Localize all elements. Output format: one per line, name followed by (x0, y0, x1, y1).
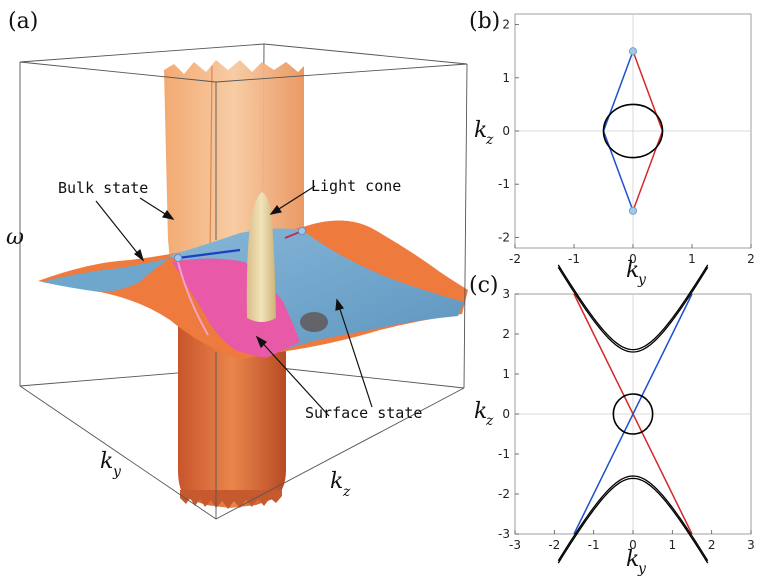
axis-label-kz-sub: z (342, 484, 351, 500)
panel-b-label: (b) (469, 9, 500, 34)
panel-c-xlabel: k (626, 547, 639, 572)
panel-a-label: (a) (8, 9, 38, 34)
annotation-arrows (95, 185, 373, 417)
b-circle-series (602, 103, 664, 159)
panel-b-ylabel: k (474, 118, 487, 143)
b-x-tick-label: 1 (688, 252, 696, 266)
panel-c-ylabel-sub: z (485, 413, 494, 429)
b-y-tick-label: -2 (498, 230, 510, 244)
c-y-tick-label: -1 (498, 447, 510, 461)
c-hyperbola-upper-outer (557, 264, 709, 351)
surface-state-blue (168, 228, 464, 352)
panel-c: (c) -3 -2 -1 0 1 2 3 3 2 1 0 -1 -2 -3 k y k z (469, 264, 755, 577)
panel-b-x-ticks: -2 -1 0 1 2 (509, 244, 755, 266)
c-y-tick-label: 3 (502, 287, 510, 301)
b-y-tick-label: 1 (502, 71, 510, 85)
b-x-tick-label: -2 (509, 252, 521, 266)
c-blue-series-line (573, 293, 693, 535)
panel-b-y-ticks: 2 1 0 -1 -2 (498, 18, 519, 244)
tube-edge-line (209, 65, 213, 259)
axis-label-omega: ω (6, 225, 24, 250)
annotation-surface-state: Surface state (305, 404, 422, 422)
b-x-tick-label: -1 (568, 252, 580, 266)
axis-label-ky-sub: y (112, 464, 122, 480)
b-y-tick-label: 0 (502, 124, 510, 138)
c-y-tick-label: 2 (502, 327, 510, 341)
b-y-tick-label: 2 (502, 18, 510, 32)
panel-b-xlabel: k (626, 258, 639, 283)
pink-highlight (177, 261, 209, 336)
b-x-tick-label: 2 (747, 252, 755, 266)
panel-c-x-ticks: -3 -2 -1 0 1 2 3 (509, 530, 755, 552)
panel-b-xlabel-sub: y (637, 272, 647, 288)
c-y-tick-label: -2 (498, 487, 510, 501)
bulk-lower-fringe (180, 490, 282, 509)
panel-b: (b) -2 -1 0 1 2 2 1 0 -1 -2 k y k z (469, 9, 755, 288)
nodal-line-blue (177, 248, 241, 260)
panel-b-ylabel-sub: z (485, 132, 494, 148)
light-cone (246, 192, 276, 322)
panel-b-plot-area (515, 14, 751, 248)
panel-c-ylabel: k (474, 399, 487, 424)
panel-c-xlabel-sub: y (637, 561, 647, 577)
surface-state-blue-left (42, 258, 170, 292)
b-x-tick-label: 0 (629, 252, 637, 266)
panel-c-y-ticks: 3 2 1 0 -1 -2 -3 (498, 287, 519, 541)
box-frame-front (19, 61, 468, 520)
c-x-tick-label: 1 (669, 538, 677, 552)
c-hyperbola-lower (557, 475, 709, 562)
c-y-tick-label: -3 (498, 527, 510, 541)
axis-label-kz: k (330, 469, 343, 494)
c-y-tick-label: 0 (502, 407, 510, 421)
c-x-tick-label: 2 (708, 538, 716, 552)
node-point-right (297, 226, 306, 235)
surface-state-pink (172, 258, 300, 358)
panel-c-label: (c) (469, 273, 499, 298)
panel-c-plot-area (515, 264, 751, 564)
b-node-point (629, 206, 638, 215)
c-x-tick-label: 3 (747, 538, 755, 552)
c-hyperbola-lower-outer (557, 477, 709, 564)
annotation-light-cone: Light cone (311, 177, 401, 195)
annotation-bulk-state: Bulk state (58, 179, 148, 197)
c-x-tick-label: -1 (588, 538, 600, 552)
b-node-point (629, 47, 638, 56)
c-x-tick-label: -3 (509, 538, 521, 552)
axis-label-ky: k (100, 449, 113, 474)
c-circle-series (612, 393, 654, 435)
c-y-tick-label: 1 (502, 367, 510, 381)
b-y-tick-label: -1 (498, 177, 510, 191)
c-x-tick-label: 0 (629, 538, 637, 552)
c-hyperbola-upper (557, 266, 709, 353)
surface-dip (300, 312, 328, 332)
node-point-left (173, 253, 182, 262)
panel-a: (a) (6, 9, 468, 520)
c-x-tick-label: -2 (548, 538, 560, 552)
